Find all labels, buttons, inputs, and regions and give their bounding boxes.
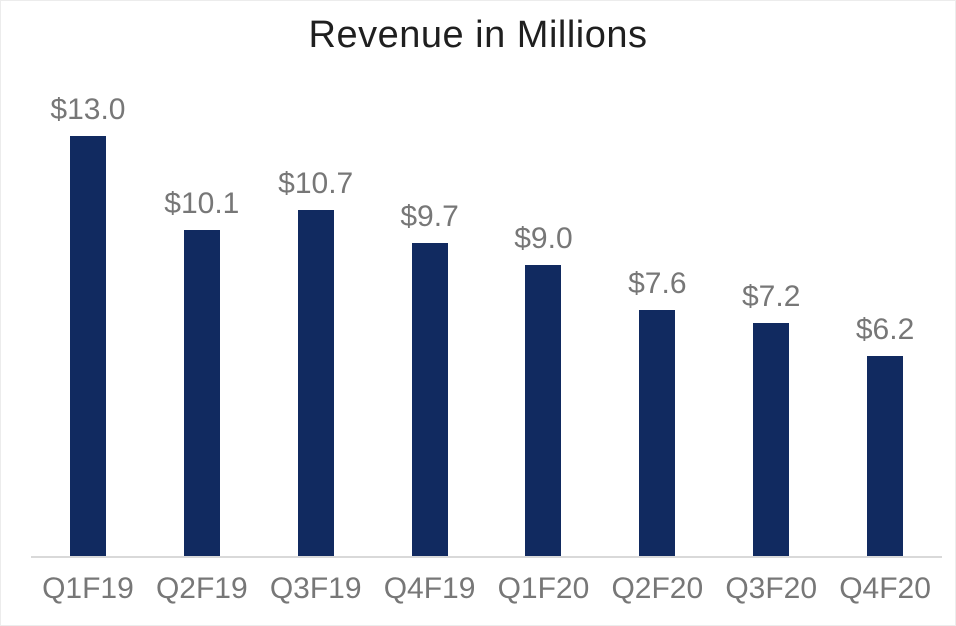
bar bbox=[411, 243, 448, 556]
bar-group: $9.7 bbox=[373, 1, 487, 556]
x-axis-tick-label: Q2F20 bbox=[611, 572, 704, 605]
bar-value-label: $7.6 bbox=[628, 267, 687, 300]
plot-area: $13.0 $10.1 $10.7 $9.7 $9.0 $7.6 $7.2 $6… bbox=[31, 1, 942, 606]
x-axis-labels: Q1F19 Q2F19 Q3F19 Q4F19 Q1F20 Q2F20 Q3F2… bbox=[31, 572, 942, 606]
chart-title: Revenue in Millions bbox=[308, 14, 648, 56]
x-axis-tick-label: Q1F20 bbox=[497, 572, 590, 605]
bar-value-label: $9.0 bbox=[514, 222, 573, 255]
bar-value-label: $10.1 bbox=[164, 187, 240, 220]
bar-group: $10.1 bbox=[145, 1, 259, 556]
x-axis-tick-label: Q4F19 bbox=[383, 572, 476, 605]
bar-group: $9.0 bbox=[487, 1, 601, 556]
bar-value-label: $13.0 bbox=[50, 93, 126, 126]
bar-value-label: $6.2 bbox=[855, 313, 915, 346]
bar-value-label: $9.7 bbox=[400, 200, 459, 233]
x-axis-line bbox=[31, 556, 942, 558]
bar-group: $10.7 bbox=[259, 1, 373, 556]
bar bbox=[867, 356, 904, 556]
bar bbox=[753, 323, 790, 556]
x-axis-tick-label: Q3F19 bbox=[269, 572, 362, 605]
bar bbox=[525, 265, 562, 556]
x-axis-tick-label: Q3F20 bbox=[725, 572, 818, 605]
bar bbox=[297, 210, 334, 556]
bar-value-label: $7.2 bbox=[741, 280, 801, 313]
bar bbox=[69, 136, 106, 556]
bar bbox=[639, 310, 676, 556]
x-axis-tick-label: Q4F20 bbox=[839, 572, 931, 605]
x-axis-tick-label: Q2F19 bbox=[155, 572, 248, 605]
bar-group: $7.6 bbox=[600, 1, 714, 556]
bars-row: $13.0 $10.1 $10.7 $9.7 $9.0 $7.6 $7.2 $6… bbox=[31, 1, 942, 556]
bar-group: $7.2 bbox=[714, 1, 828, 556]
bar-value-label: $10.7 bbox=[278, 167, 354, 200]
x-axis-tick-label: Q1F19 bbox=[42, 572, 134, 605]
bar-group: $13.0 bbox=[31, 1, 145, 556]
bar bbox=[183, 230, 220, 556]
bar-group: $6.2 bbox=[828, 1, 942, 556]
